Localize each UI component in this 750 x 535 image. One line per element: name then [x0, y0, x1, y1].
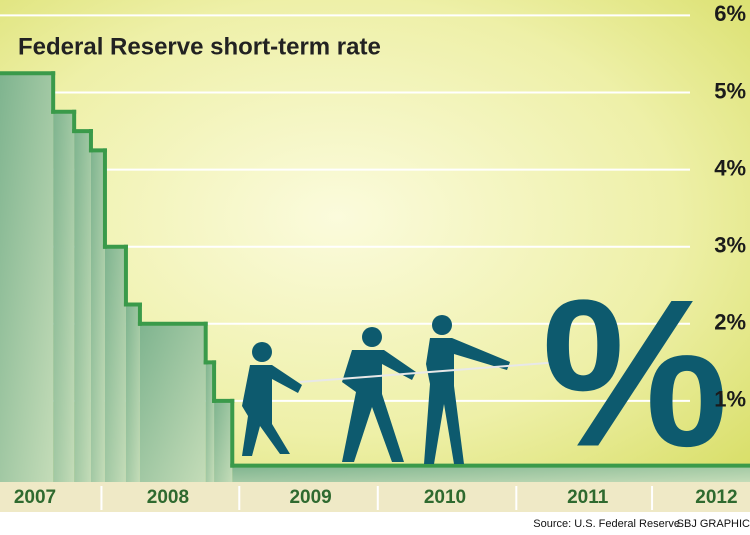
y-tick-label: 1% — [714, 387, 746, 412]
area-step — [0, 73, 54, 482]
area-step — [90, 150, 105, 482]
x-axis-band — [0, 482, 750, 512]
x-tick-label: 2009 — [289, 487, 331, 508]
chart-title: Federal Reserve short-term rate — [18, 33, 381, 60]
area-step — [139, 323, 206, 482]
area-step — [214, 400, 233, 482]
tug-of-war-figures — [242, 315, 561, 464]
footer — [0, 512, 750, 535]
series — [0, 71, 750, 483]
y-tick-label: 6% — [714, 1, 746, 26]
area-step — [232, 465, 750, 482]
percent-graphic: % — [542, 255, 729, 490]
area-step — [53, 111, 75, 483]
y-tick-label: 3% — [714, 233, 746, 258]
x-tick-label: 2007 — [14, 487, 56, 508]
x-tick-label: 2011 — [567, 487, 609, 508]
area-step — [74, 131, 91, 482]
area-step — [104, 246, 126, 482]
source: Source: U.S. Federal Reserve — [533, 518, 680, 530]
x-tick-label: 2010 — [424, 487, 466, 508]
area-step — [125, 304, 140, 482]
area-step — [205, 362, 215, 482]
credit: SBJ GRAPHIC — [677, 518, 750, 530]
y-tick-label: 4% — [714, 155, 746, 180]
x-tick-label: 2012 — [695, 487, 737, 508]
y-tick-label: 5% — [714, 78, 746, 103]
y-tick-label: 2% — [714, 310, 746, 335]
x-tick-label: 2008 — [147, 487, 189, 508]
